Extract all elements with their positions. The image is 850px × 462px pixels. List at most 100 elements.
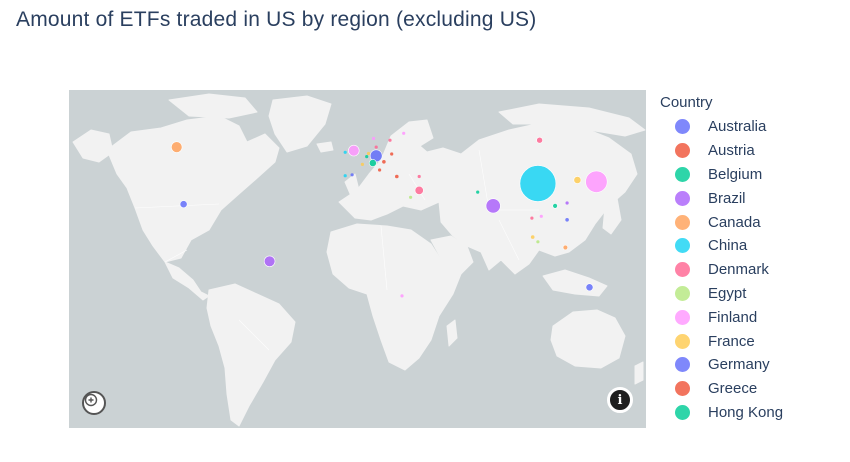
legend-marker [675,262,690,278]
map-canvas[interactable] [69,90,646,428]
bubble-marker[interactable] [388,138,392,142]
iceland [316,141,334,153]
world-map[interactable]: i [69,90,646,428]
bubble-australia[interactable] [585,283,594,292]
bubble-china[interactable] [519,165,557,202]
bubble-marker[interactable] [372,136,376,141]
africa-landmass [326,223,462,371]
uk-ireland [344,173,360,197]
legend-item[interactable]: Germany [660,353,783,377]
zoom-reset-button[interactable] [82,391,106,415]
bubble-marker[interactable] [585,170,608,193]
legend-label: Canada [708,213,761,231]
bubble-brazil[interactable] [263,255,276,268]
legend-marker [675,404,690,420]
bubble-marker[interactable] [573,176,582,184]
legend-marker [675,119,690,135]
bubble-marker[interactable] [179,200,188,209]
legend-marker [675,238,690,254]
bubble-marker[interactable] [343,174,347,178]
central-america [164,261,210,301]
southeast-asia-islands [542,269,608,297]
greenland-landmass [268,95,332,153]
legend-label: Hong Kong [708,403,784,421]
legend-label: Belgium [708,165,763,183]
bubble-austria[interactable] [382,160,386,164]
legend-item[interactable]: Egypt [660,282,783,306]
arabia [430,235,474,275]
bubble-marker[interactable] [378,168,382,172]
bubble-marker[interactable] [366,151,371,156]
legend-marker [675,190,690,206]
bubble-canada[interactable] [170,141,183,153]
bubble-marker[interactable] [485,198,501,214]
madagascar [446,319,458,347]
legend-item[interactable]: Greece [660,377,783,401]
bubble-egypt[interactable] [409,195,413,199]
legend-marker [675,333,690,349]
legend-item[interactable]: Canada [660,210,783,234]
australia-landmass [550,309,626,369]
bubble-france[interactable] [360,162,364,166]
siberia-north [498,103,646,137]
bubble-marker[interactable] [565,218,569,222]
legend-marker [675,143,690,159]
bubble-marker[interactable] [390,152,394,156]
legend-item[interactable]: Austria [660,139,783,163]
land-layer [72,93,646,427]
bubble-marker[interactable] [530,235,535,239]
bubble-marker[interactable] [536,240,540,244]
alaska-landmass [72,129,114,163]
north-america-landmass [106,115,280,263]
new-zealand [634,361,644,385]
chart-title: Amount of ETFs traded in US by region (e… [16,8,537,31]
bubble-marker[interactable] [539,214,543,218]
bubble-marker[interactable] [400,294,404,298]
bubble-marker[interactable] [476,190,480,194]
legend-marker [675,166,690,182]
canada-arctic-islands [168,93,258,119]
bubble-finland[interactable] [402,131,406,135]
legend-label: Finland [708,308,758,326]
bubble-marker[interactable] [562,244,569,251]
legend-item[interactable]: Belgium [660,163,783,187]
bubble-hong-kong[interactable] [552,203,558,209]
bubble-marker[interactable] [565,201,569,205]
legend-item[interactable]: Finland [660,305,783,329]
legend-item[interactable]: Brazil [660,186,783,210]
legend-label: Brazil [708,189,746,207]
legend-item[interactable]: France [660,329,783,353]
legend-label: Denmark [708,261,769,279]
legend-marker [675,285,690,301]
legend-title: Country [660,94,713,111]
bubble-marker[interactable] [368,159,377,167]
bubble-marker[interactable] [536,136,543,144]
bubble-denmark[interactable] [374,145,378,149]
bubble-belgium[interactable] [365,155,369,159]
bubble-marker[interactable] [417,174,421,179]
bubble-marker[interactable] [348,144,360,157]
legend-marker [675,381,690,397]
legend-label: Austria [708,142,755,160]
info-icon: i [617,392,623,408]
bubble-marker[interactable] [343,150,347,154]
legend-item[interactable]: China [660,234,783,258]
legend-items: Australia Austria Belgium Brazil Canada China… [660,115,783,424]
legend-item[interactable]: Denmark [660,258,783,282]
legend-marker [675,357,690,373]
info-button[interactable]: i [607,387,633,413]
bubble-marker[interactable] [350,173,354,177]
legend: Country Australia Austria Belgium Brazil Can… [660,94,783,424]
legend-label: France [708,332,755,350]
legend-label: Greece [708,380,758,398]
legend-item[interactable]: Australia [660,115,783,139]
legend-label: Egypt [708,284,747,302]
bubble-marker[interactable] [530,216,534,220]
legend-label: Germany [708,356,770,374]
bubble-marker[interactable] [414,185,424,195]
legend-item[interactable]: Hong Kong [660,401,783,425]
legend-label: Australia [708,118,767,136]
bubble-greece[interactable] [395,174,399,179]
legend-marker [675,309,690,325]
scandinavia-landmass [380,119,434,161]
